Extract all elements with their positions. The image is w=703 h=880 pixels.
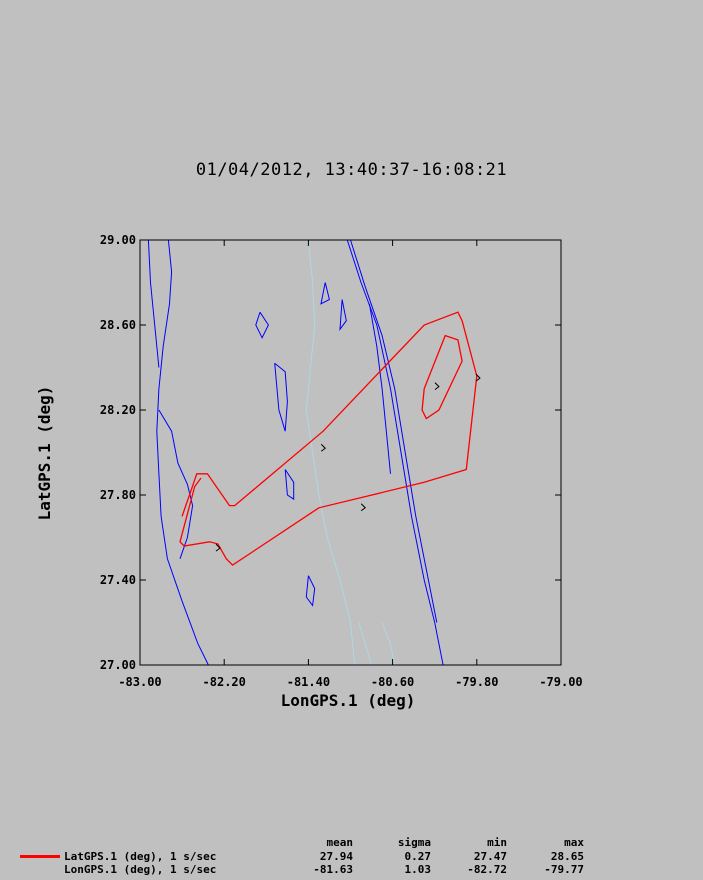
x-tick-label: -79.80 (455, 675, 498, 689)
stat-row-lon: LonGPS.1 (deg), 1 s/sec -81.63 1.03 -82.… (0, 863, 703, 876)
stat-max: -79.77 (544, 863, 584, 876)
stats-panel: mean sigma min max LatGPS.1 (deg), 1 s/s… (0, 834, 703, 880)
y-tick-label: 27.40 (100, 573, 136, 587)
map-line-0 (156, 239, 209, 666)
y-tick-label: 28.60 (100, 318, 136, 332)
arrow-layer (215, 373, 481, 552)
stat-sigma: 1.03 (404, 863, 432, 876)
map-line-5 (274, 362, 288, 432)
stat-header-max: max (564, 836, 584, 849)
map-line-6 (284, 469, 295, 501)
series-layer (179, 311, 478, 566)
plot-frame (139, 239, 562, 666)
stat-row-label: LonGPS.1 (deg), 1 s/sec (64, 863, 217, 876)
map-line-1 (158, 409, 194, 559)
x-tick-label: -79.00 (539, 675, 582, 689)
stat-row-label: LatGPS.1 (deg), 1 s/sec (64, 850, 217, 863)
direction-arrow-3 (434, 382, 440, 391)
stat-max: 28.65 (550, 850, 584, 863)
direction-arrow-2 (360, 503, 366, 512)
stat-header-sigma: sigma (397, 836, 431, 849)
flight-track-0 (179, 311, 478, 566)
direction-arrow-4 (215, 543, 221, 552)
y-tick-label: 27.80 (100, 488, 136, 502)
map-layer (147, 239, 444, 666)
map-line-4 (368, 303, 391, 474)
y-tick-label: 28.20 (100, 403, 136, 417)
map-line-2 (346, 239, 444, 666)
map-line-14 (381, 622, 396, 666)
x-tick-label: -81.40 (287, 675, 330, 689)
stat-sigma: 0.27 (404, 850, 432, 863)
map-line-7 (320, 282, 330, 305)
stat-row-lat: LatGPS.1 (deg), 1 s/sec 27.94 0.27 27.47… (0, 850, 703, 863)
map-line-10 (305, 575, 316, 607)
legend-swatch (20, 855, 60, 858)
tick-layer: -83.00 -82.20 -81.40 -80.60 -79.80 -79.00 27.0… (100, 233, 583, 689)
map-line-9 (339, 299, 347, 331)
x-tick-label: -82.20 (203, 675, 246, 689)
stat-mean: 27.94 (319, 850, 353, 863)
x-axis-label: LonGPS.1 (deg) (281, 691, 416, 710)
map-line-12 (305, 239, 356, 666)
x-tick-label: -80.60 (371, 675, 414, 689)
x-tick-label: -83.00 (118, 675, 161, 689)
direction-arrow-0 (475, 373, 481, 382)
map-line-3 (350, 239, 438, 623)
chart-title: 01/04/2012, 13:40:37-16:08:21 (195, 160, 508, 180)
stat-mean: -81.63 (313, 863, 353, 876)
map-line-11 (147, 239, 160, 368)
y-tick-label: 27.00 (100, 658, 136, 672)
stat-min: -82.72 (467, 863, 507, 876)
map-line-13 (358, 622, 373, 666)
map-line-8 (255, 311, 269, 339)
direction-arrow-1 (320, 443, 327, 452)
y-tick-label: 29.00 (100, 233, 136, 247)
stat-min: 27.47 (473, 850, 507, 863)
y-axis-label: LatGPS.1 (deg) (35, 386, 54, 521)
chart-plot: -83.00 -82.20 -81.40 -80.60 -79.80 -79.00 27.0… (35, 233, 583, 710)
stat-header-mean: mean (326, 836, 354, 849)
flight-track-1 (421, 334, 463, 420)
stat-header-min: min (487, 836, 507, 849)
